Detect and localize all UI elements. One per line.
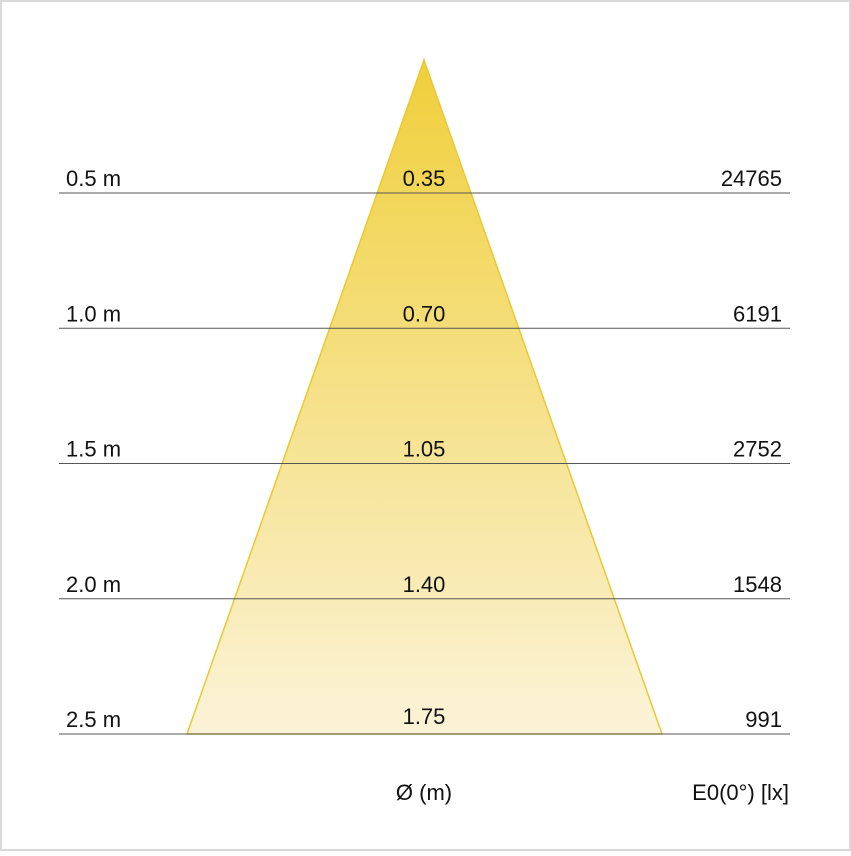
distance-label: 2.0 m — [66, 572, 121, 597]
distance-label: 0.5 m — [66, 166, 121, 191]
distance-label: 2.5 m — [66, 707, 121, 732]
diameter-axis-label: Ø (m) — [396, 780, 452, 805]
rows: 0.5 m 0.35 24765 1.0 m 0.70 6191 1.5 m 1.05 2752… — [59, 166, 790, 735]
illuminance-value: 24765 — [721, 166, 782, 191]
distance-label: 1.0 m — [66, 301, 121, 326]
diameter-value: 1.05 — [403, 437, 446, 462]
illuminance-value: 991 — [745, 707, 782, 732]
diameter-value: 1.40 — [403, 572, 446, 597]
illuminance-value: 6191 — [733, 301, 782, 326]
illuminance-value: 1548 — [733, 572, 782, 597]
illuminance-axis-label: E0(0°) [lx] — [692, 780, 789, 805]
diameter-value: 0.35 — [403, 166, 446, 191]
distance-label: 1.5 m — [66, 437, 121, 462]
diameter-value: 1.75 — [403, 704, 446, 729]
diameter-value: 0.70 — [403, 301, 446, 326]
illuminance-value: 2752 — [733, 437, 782, 462]
